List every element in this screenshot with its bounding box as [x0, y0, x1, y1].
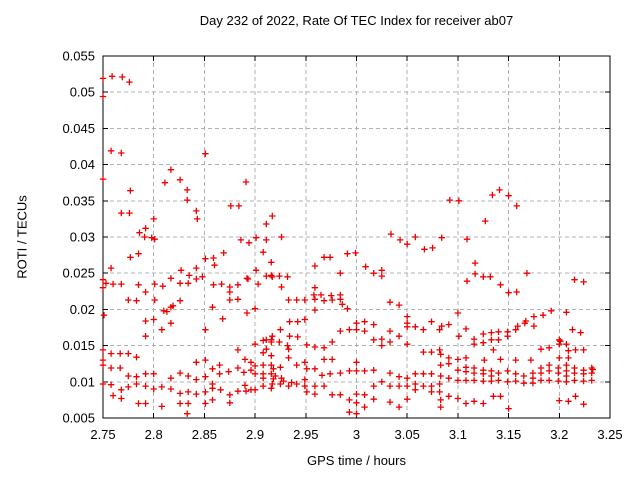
y-tick-label: 0.04: [70, 157, 95, 172]
y-tick-label: 0.05: [70, 85, 95, 100]
y-tick-label: 0.02: [70, 302, 95, 317]
x-tick-label: 3: [353, 427, 360, 442]
y-tick-label: 0.01: [70, 374, 95, 389]
x-tick-label: 3.05: [395, 427, 420, 442]
x-tick-label: 2.85: [192, 427, 217, 442]
x-tick-label: 2.9: [246, 427, 264, 442]
x-tick-labels: 2.75 2.8 2.85 2.9 2.95 3 3.05 3.1 3.15 3.2 3.25: [90, 427, 622, 442]
x-tick-label: 2.8: [145, 427, 163, 442]
x-tick-label: 3.15: [496, 427, 521, 442]
y-tick-label: 0.015: [62, 338, 95, 353]
y-tick-label: 0.03: [70, 230, 95, 245]
x-tick-label: 3.2: [550, 427, 568, 442]
x-tick-label: 2.75: [90, 427, 115, 442]
data-points: [99, 73, 596, 417]
y-tick-label: 0.005: [62, 411, 95, 426]
y-tick-label: 0.055: [62, 49, 95, 64]
plot-border: [102, 55, 611, 419]
x-tick-label: 3.1: [449, 427, 467, 442]
y-tick-label: 0.045: [62, 121, 95, 136]
y-tick-labels: 0.005 0.01 0.015 0.02 0.025 0.03 0.035 0.04 0.04…: [62, 49, 95, 426]
chart-title: Day 232 of 2022, Rate Of TEC Index for r…: [199, 13, 514, 28]
x-axis-label: GPS time / hours: [307, 453, 406, 468]
x-tick-label: 3.25: [597, 427, 622, 442]
x-tick-label: 2.95: [293, 427, 318, 442]
y-tick-label: 0.025: [62, 266, 95, 281]
y-tick-label: 0.035: [62, 193, 95, 208]
